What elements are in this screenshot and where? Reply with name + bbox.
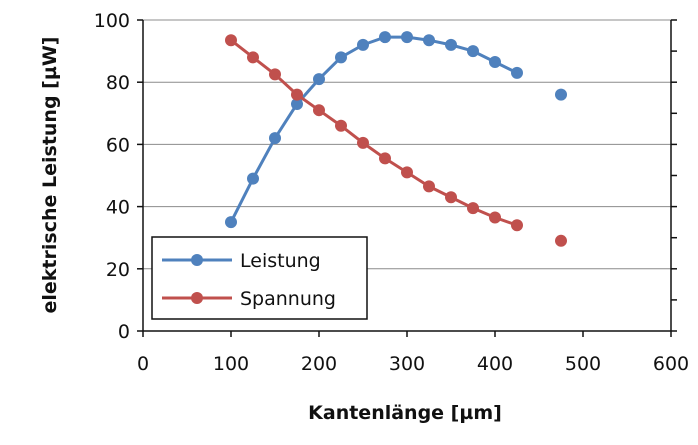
data-point-spannung-250 (357, 136, 369, 149)
data-point-spannung-325 (423, 180, 435, 193)
y-tick-label-60: 60 (106, 134, 130, 156)
data-point-leistung-250 (357, 38, 369, 51)
data-point-leistung-150 (269, 132, 281, 145)
series-spannung (225, 34, 567, 247)
legend: Leistung Spannung (151, 236, 368, 320)
legend-label-leistung: Leistung (240, 250, 321, 272)
y-tick-label-100: 100 (94, 10, 130, 32)
data-point-leistung-325 (423, 34, 435, 47)
data-point-spannung-175 (291, 88, 303, 101)
data-point-spannung-200 (313, 104, 325, 117)
data-point-leistung-125 (247, 172, 259, 185)
data-point-spannung-375 (467, 202, 479, 215)
data-point-leistung-350 (445, 38, 457, 51)
tick-labels: 0 20 40 60 80 100 0 100 200 300 400 500 600 (94, 10, 689, 375)
y-tick-label-40: 40 (106, 197, 130, 219)
x-tick-label-100: 100 (213, 353, 249, 375)
data-point-spannung-275 (379, 152, 391, 165)
data-point-spannung-100 (225, 34, 237, 47)
series-line-leistung (229, 35, 518, 223)
x-tick-label-300: 300 (389, 353, 425, 375)
data-point-leistung-425 (511, 66, 523, 79)
x-tick-label-200: 200 (301, 353, 337, 375)
legend-marker-spannung (191, 292, 203, 304)
x-tick-label-500: 500 (565, 353, 601, 375)
x-tick-label-400: 400 (477, 353, 513, 375)
data-point-leistung-300 (401, 31, 413, 44)
axes (137, 19, 677, 337)
x-tick-label-0: 0 (137, 353, 149, 375)
data-point-spannung-400 (489, 211, 501, 224)
y-tick-label-80: 80 (106, 72, 130, 94)
grid-lines (143, 19, 671, 270)
data-point-spannung-425 (511, 219, 523, 232)
data-point-leistung-175 (291, 97, 303, 110)
data-point-spannung-350 (445, 191, 457, 204)
data-point-leistung-225 (335, 51, 347, 64)
data-point-leistung-375 (467, 45, 479, 58)
x-axis-title: Kantenlänge [µm] (308, 402, 502, 424)
legend-box (151, 236, 368, 320)
series-layer (225, 31, 567, 247)
x-tick-label-600: 600 (653, 353, 689, 375)
data-point-leistung-275 (379, 31, 391, 44)
y-tick-label-20: 20 (106, 259, 130, 281)
data-point-leistung-475 (555, 88, 567, 101)
data-point-spannung-300 (401, 166, 413, 179)
data-point-leistung-200 (313, 73, 325, 86)
data-point-leistung-400 (489, 55, 501, 68)
y-axis-title: elektrische Leistung [µW] (39, 37, 61, 314)
legend-marker-leistung (191, 254, 203, 266)
data-point-spannung-125 (247, 51, 259, 64)
legend-label-spannung: Spannung (240, 288, 336, 310)
data-point-spannung-475 (555, 234, 567, 247)
data-point-leistung-100 (225, 216, 237, 229)
y-tick-label-0: 0 (118, 321, 130, 343)
data-point-spannung-225 (335, 119, 347, 132)
series-leistung (225, 31, 567, 229)
data-point-spannung-150 (269, 68, 281, 81)
